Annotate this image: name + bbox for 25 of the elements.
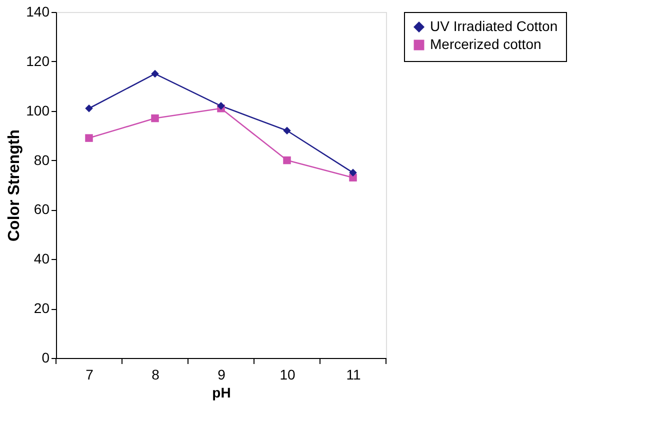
y-tick-label: 20 xyxy=(34,300,50,316)
y-tick-label: 40 xyxy=(34,250,50,267)
y-tick-label: 0 xyxy=(42,350,50,366)
point xyxy=(283,156,291,164)
y-tick-label: 100 xyxy=(26,102,50,118)
x-tick-label: 9 xyxy=(218,366,226,382)
y-tick-label: 140 xyxy=(26,4,50,20)
point xyxy=(85,104,93,112)
y-axis-title: Color Strength xyxy=(6,130,24,242)
point xyxy=(151,114,159,122)
x-tick-label: 11 xyxy=(346,366,361,382)
point xyxy=(217,102,225,110)
point xyxy=(283,126,291,134)
y-tick-label: 60 xyxy=(34,201,50,218)
legend-label: UV Irradiated Cotton xyxy=(430,18,558,34)
x-tick-label: 8 xyxy=(152,366,160,382)
y-tick-label: 120 xyxy=(26,52,50,69)
x-tick-label: 10 xyxy=(280,366,296,382)
x-tick-label: 7 xyxy=(86,366,94,382)
y-tick-label: 80 xyxy=(34,152,50,168)
point xyxy=(85,134,93,142)
point xyxy=(349,168,357,177)
x-axis-title: pH xyxy=(212,384,231,400)
point xyxy=(151,70,159,78)
legend-label: Mercerized cotton xyxy=(430,36,542,52)
